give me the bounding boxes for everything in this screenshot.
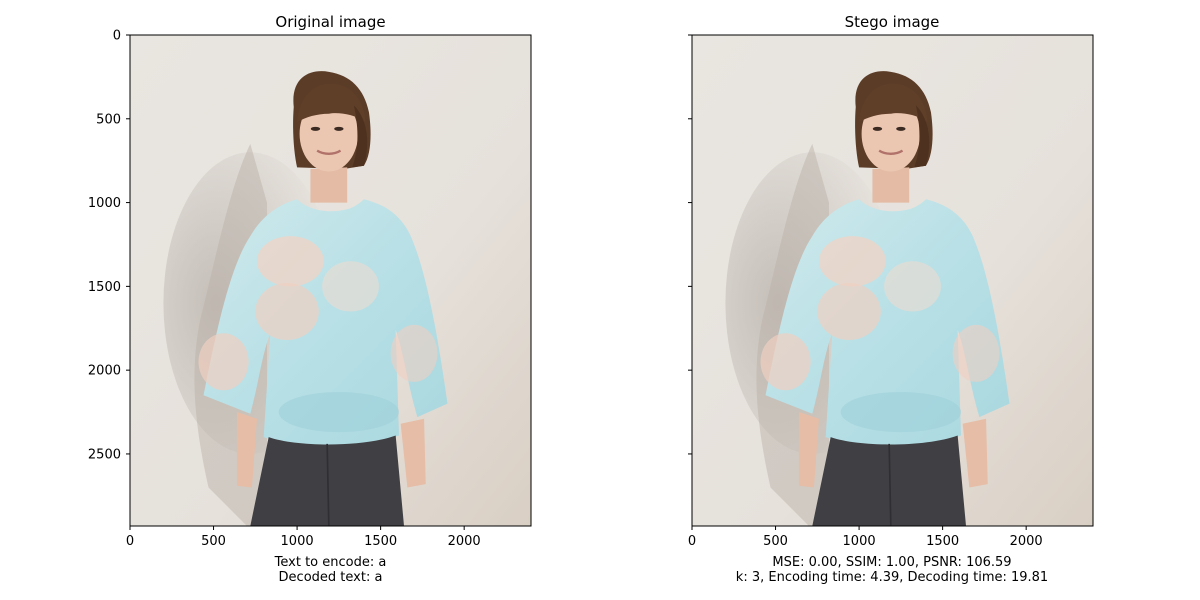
xtick-label: 2000: [448, 534, 481, 549]
left-axes: Original image 0 500 1000 1500 2000 0 500 1000 1…: [88, 13, 532, 585]
right-xlabel-line-2: k: 3, Encoding time: 4.39, Decoding time…: [736, 570, 1048, 585]
left-xlabel-line-2: Decoded text: a: [279, 570, 383, 585]
right-axes-frame: [691, 34, 1094, 527]
xtick-label: 1000: [281, 534, 314, 549]
ytick-label: 2500: [88, 447, 121, 462]
left-xlabel-line-1: Text to encode: a: [274, 555, 387, 570]
xtick-label: 1000: [843, 534, 876, 549]
right-xlabel-line-1: MSE: 0.00, SSIM: 1.00, PSNR: 106.59: [772, 555, 1011, 570]
right-axes-title: Stego image: [845, 13, 940, 31]
xtick-label: 1500: [926, 534, 959, 549]
right-axes: Stego image 0 500 1000 1500 2000 MSE: 0.00, …: [688, 13, 1094, 585]
right-image: [692, 35, 1093, 526]
left-axes-title: Original image: [275, 13, 385, 31]
xtick-label: 2000: [1010, 534, 1043, 549]
ytick-label: 500: [96, 112, 121, 127]
xtick-label: 500: [763, 534, 788, 549]
ytick-label: 1500: [88, 280, 121, 295]
right-ticks: 0 500 1000 1500 2000: [688, 34, 1043, 549]
xtick-label: 500: [201, 534, 226, 549]
ytick-label: 2000: [88, 364, 121, 379]
left-ticks: 0 500 1000 1500 2000 0 500 1000 1500 2000 2500: [88, 29, 481, 550]
xtick-label: 0: [126, 534, 134, 549]
ytick-label: 0: [113, 29, 121, 44]
left-axes-frame: [129, 34, 532, 527]
xtick-label: 1500: [364, 534, 397, 549]
ytick-label: 1000: [88, 196, 121, 211]
xtick-label: 0: [688, 534, 696, 549]
left-image: [130, 35, 531, 526]
